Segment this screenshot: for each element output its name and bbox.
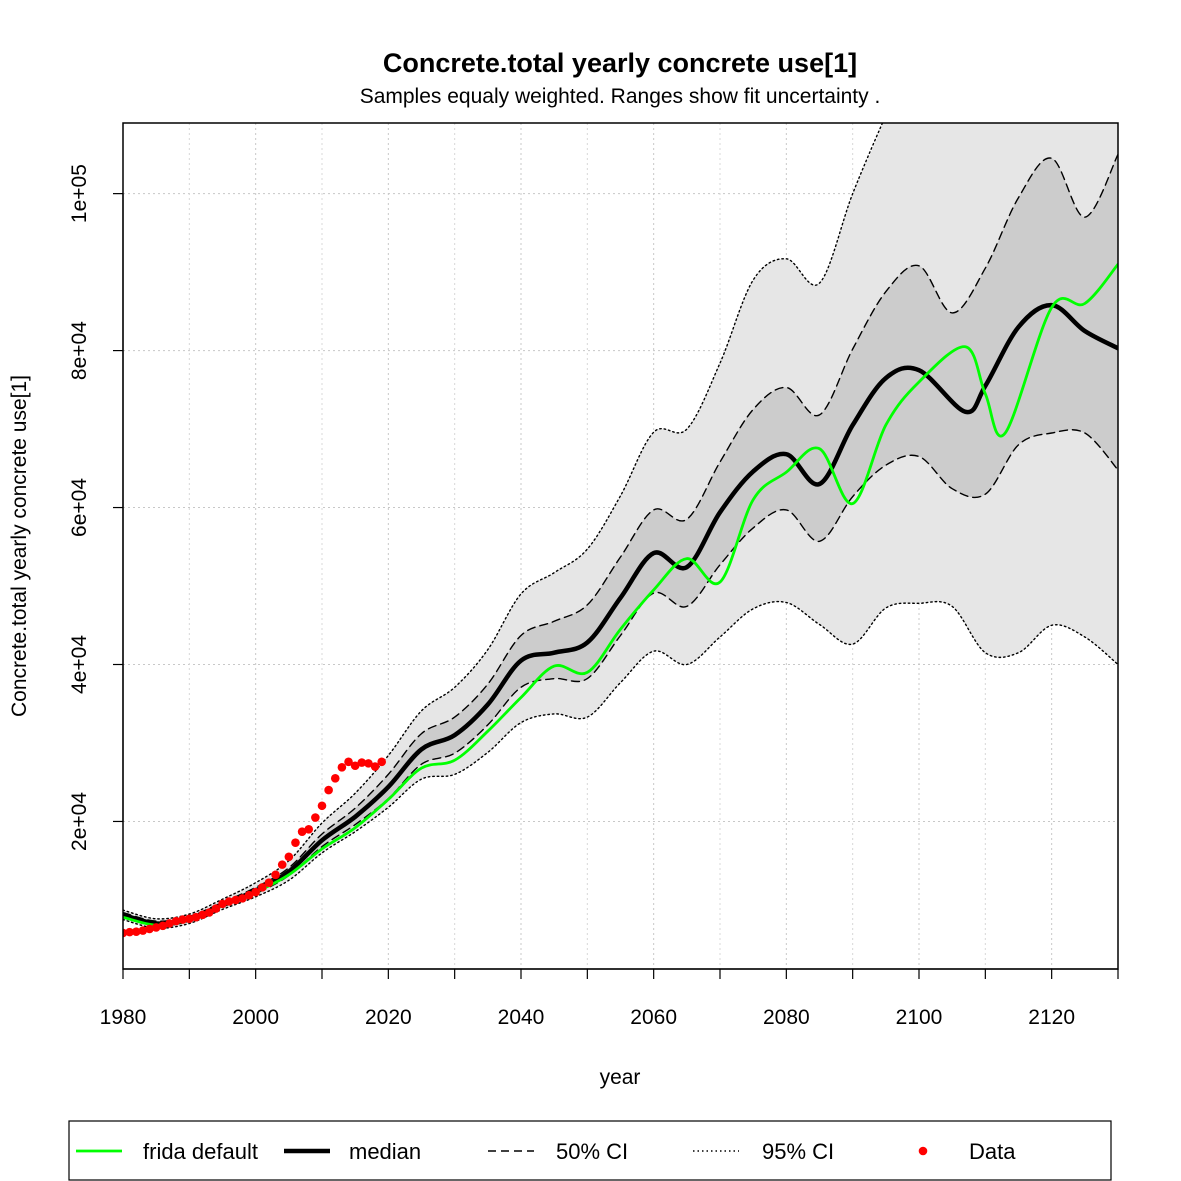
data-point <box>165 919 174 928</box>
data-point <box>125 927 134 937</box>
data-point <box>258 883 267 892</box>
data-point <box>311 813 320 822</box>
data-point <box>377 757 387 767</box>
data-point <box>317 801 327 811</box>
data-point <box>218 899 227 909</box>
legend: frida default median 50% CI 95% CI Data <box>68 1120 1112 1181</box>
data-point <box>364 759 373 768</box>
x-tick-label: 2040 <box>498 1006 545 1029</box>
ci50-band <box>123 154 1118 926</box>
data-point <box>178 915 187 924</box>
data-point <box>138 926 148 935</box>
data-point <box>344 757 353 767</box>
x-tick-label: 2060 <box>630 1006 677 1029</box>
x-axis-label: year <box>600 1066 641 1089</box>
data-point <box>158 921 168 931</box>
data-point <box>324 785 333 795</box>
data-point <box>204 908 214 917</box>
data-point <box>198 910 207 920</box>
data-point <box>238 894 247 903</box>
data-point <box>370 762 380 771</box>
frida-default-line <box>123 262 1118 927</box>
data-point <box>304 825 314 834</box>
y-tick-label: 8e+04 <box>68 321 91 380</box>
x-tick-label: 2120 <box>1028 1006 1075 1029</box>
legend-label: median <box>349 1139 421 1164</box>
data-point <box>264 878 274 887</box>
data-point <box>131 927 141 937</box>
y-tick-label: 4e+04 <box>68 635 91 694</box>
data-point <box>271 870 280 880</box>
legend-swatch-data <box>918 1146 928 1156</box>
data-point <box>145 924 154 934</box>
legend-label: frida default <box>143 1139 258 1164</box>
legend-label: 50% CI <box>556 1139 628 1164</box>
y-axis: 2e+04 4e+04 6e+04 8e+04 1e+05 <box>68 164 124 851</box>
chart-title: Concrete.total yearly concrete use[1] <box>383 48 857 78</box>
plot-area <box>122 122 1119 970</box>
data-point <box>151 923 161 932</box>
data-point <box>291 838 300 847</box>
data-point <box>251 887 260 897</box>
95-ci-lower-line <box>123 600 1118 929</box>
x-tick-label: 2100 <box>896 1006 943 1029</box>
x-tick-label: 2020 <box>365 1006 412 1029</box>
x-tick-label: 1980 <box>100 1006 147 1029</box>
series-lines <box>123 123 1118 929</box>
data-point <box>224 897 234 906</box>
data-point <box>244 890 254 900</box>
x-tick-label: 2000 <box>232 1006 279 1029</box>
data-point <box>191 912 201 922</box>
legend-label: 95% CI <box>762 1139 834 1164</box>
data-point <box>330 773 340 783</box>
y-axis-label: Concrete.total yearly concrete use[1] <box>8 375 31 717</box>
data-point <box>277 860 287 869</box>
legend-box <box>68 1120 1112 1181</box>
median-line <box>123 302 1118 926</box>
y-tick-label: 2e+04 <box>68 792 91 851</box>
data-point <box>185 914 194 924</box>
data-point <box>357 758 367 767</box>
data-point <box>231 895 241 905</box>
data-point <box>297 827 307 836</box>
chart-subtitle: Samples equaly weighted. Ranges show fit… <box>360 85 881 108</box>
data-point <box>350 761 360 771</box>
data-point <box>284 852 294 862</box>
95-ci-upper-line <box>123 123 884 920</box>
data-points <box>123 757 387 938</box>
x-axis: 1980 2000 2020 2040 2060 2080 2100 2120 <box>100 968 1119 1029</box>
x-tick-label: 2080 <box>763 1006 810 1029</box>
50-ci-upper-line <box>123 153 1118 922</box>
y-tick-label: 1e+05 <box>68 164 91 223</box>
data-point <box>211 904 221 913</box>
data-point <box>337 763 347 772</box>
legend-label: Data <box>969 1139 1016 1164</box>
data-point <box>171 916 181 926</box>
y-tick-label: 6e+04 <box>68 478 91 537</box>
